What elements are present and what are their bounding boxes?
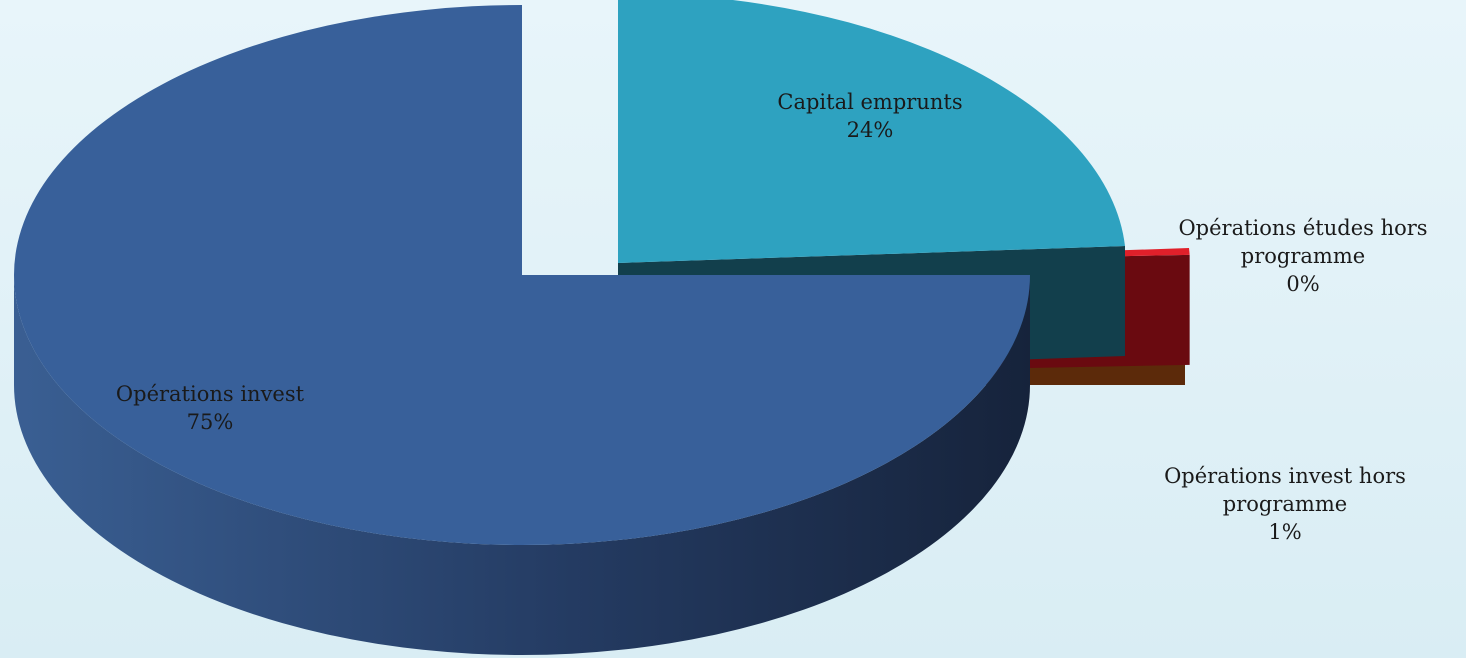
slice-name: Opérations invest hors programme	[1164, 464, 1406, 516]
slice-percent: 24%	[846, 118, 894, 142]
slice-label-capital-emprunts: Capital emprunts 24%	[720, 88, 1020, 144]
slice-side-0	[14, 275, 1030, 655]
slice-label-operations-etudes-hors-programme: Opérations études hors programme 0%	[1140, 214, 1466, 298]
slice-percent: 1%	[1268, 520, 1302, 544]
slice-name: Opérations études hors programme	[1178, 216, 1428, 268]
slice-percent: 0%	[1286, 272, 1320, 296]
slice-percent: 75%	[186, 410, 234, 434]
slice-label-operations-invest: Opérations invest 75%	[60, 380, 360, 436]
slice-name: Capital emprunts	[777, 90, 963, 114]
slice-name: Opérations invest	[115, 382, 305, 406]
slice-top-1	[618, 0, 1125, 263]
slice-top-0	[14, 5, 1030, 545]
slice-label-operations-invest-hors-programme: Opérations invest hors programme 1%	[1130, 462, 1440, 546]
